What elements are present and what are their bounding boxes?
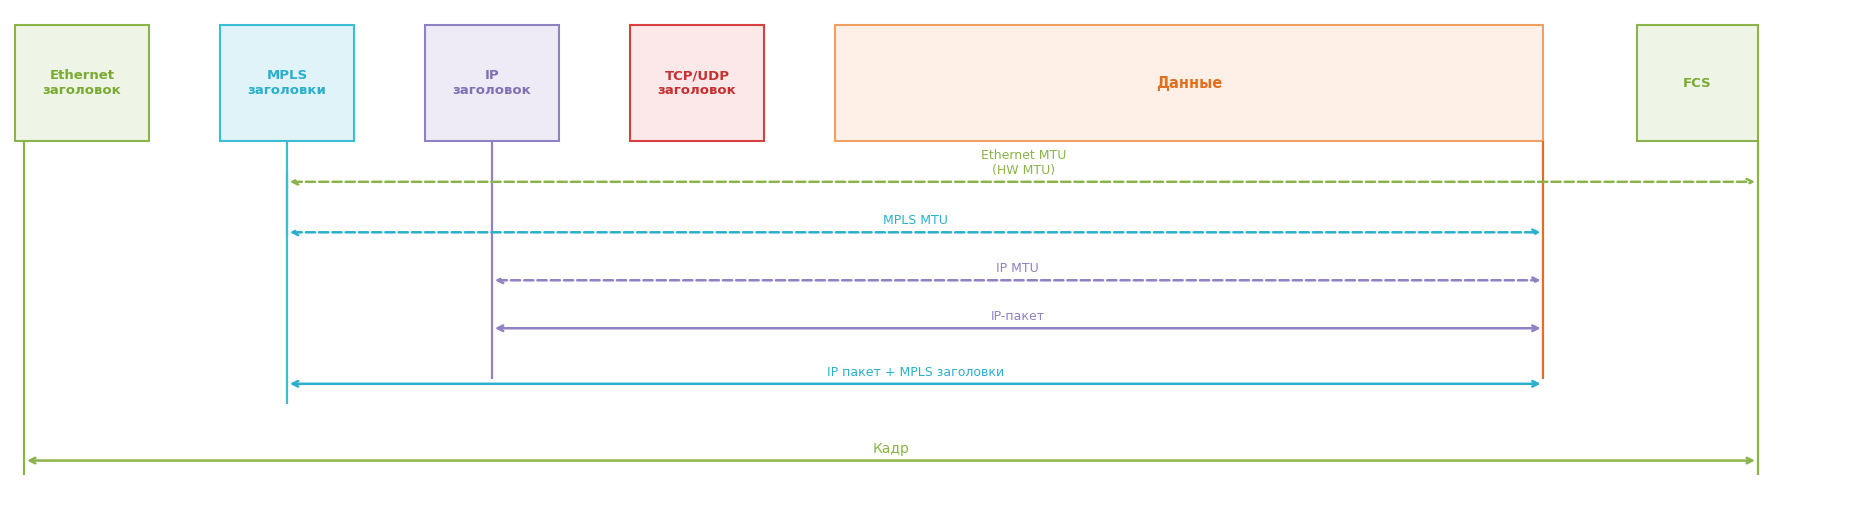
- FancyBboxPatch shape: [630, 25, 764, 141]
- Text: IP MTU: IP MTU: [997, 262, 1038, 275]
- FancyBboxPatch shape: [425, 25, 559, 141]
- Text: MPLS MTU: MPLS MTU: [884, 214, 947, 227]
- Text: Данные: Данные: [1156, 76, 1223, 91]
- FancyBboxPatch shape: [220, 25, 354, 141]
- Text: Ethernet MTU
(HW MTU): Ethernet MTU (HW MTU): [980, 149, 1066, 177]
- Text: Кадр: Кадр: [872, 441, 910, 456]
- Text: FCS: FCS: [1683, 77, 1711, 90]
- Text: Ethernet
заголовок: Ethernet заголовок: [43, 69, 121, 97]
- FancyBboxPatch shape: [1637, 25, 1758, 141]
- Text: TCP/UDP
заголовок: TCP/UDP заголовок: [658, 69, 736, 97]
- Text: MPLS
заголовки: MPLS заголовки: [248, 69, 326, 97]
- Text: IP пакет + MPLS заголовки: IP пакет + MPLS заголовки: [826, 366, 1005, 379]
- Text: IP-пакет: IP-пакет: [990, 310, 1046, 323]
- FancyBboxPatch shape: [15, 25, 149, 141]
- Text: IP
заголовок: IP заголовок: [453, 69, 531, 97]
- FancyBboxPatch shape: [835, 25, 1543, 141]
